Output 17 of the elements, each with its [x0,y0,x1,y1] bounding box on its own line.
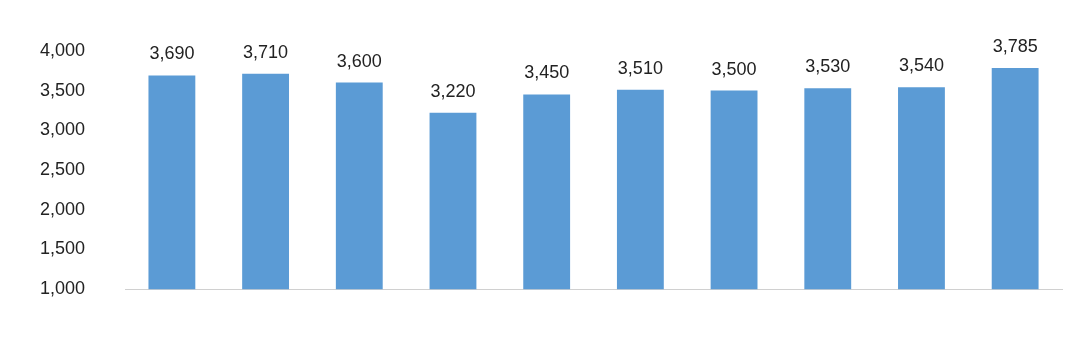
data-label: 3,710 [243,41,289,62]
data-label: 3,450 [524,62,570,83]
data-label: 3,530 [805,56,851,77]
y-tick-label: 2,500 [40,158,86,179]
y-tick-label: 2,000 [40,198,86,219]
data-label: 3,785 [992,35,1038,56]
data-label: 3,510 [617,57,663,78]
data-label: 3,500 [711,58,757,79]
y-tick-label: 1,500 [40,238,86,259]
y-tick-label: 4,000 [40,39,86,60]
y-tick-label: 3,500 [40,79,86,100]
y-tick-label: 1,000 [40,278,86,299]
data-label: 3,220 [430,80,476,101]
data-label: 3,690 [149,43,195,64]
data-label: 3,600 [336,50,382,71]
data-label: 3,540 [898,55,944,76]
y-tick-label: 3,000 [40,119,86,140]
